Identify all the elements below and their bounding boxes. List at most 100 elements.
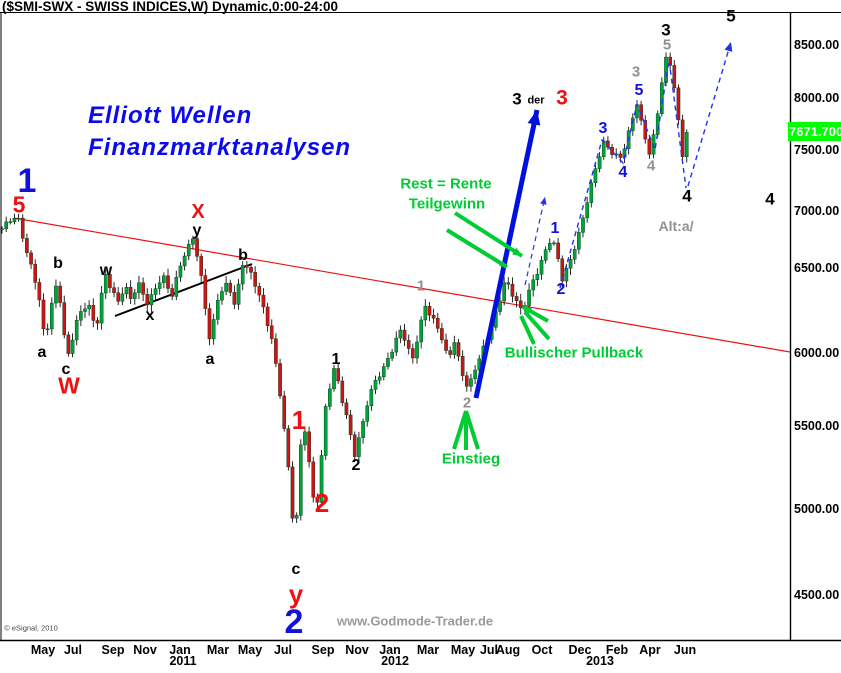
elliott-wave-label: b [53,255,63,272]
annotation-text: www.Godmode-Trader.de [336,613,494,629]
candle-body [0,228,4,230]
year-label: 2011 [169,654,197,668]
candle-body [518,300,523,309]
annotation-text: © eSignal, 2010 [4,623,58,633]
month-label: May [237,643,263,657]
candle-body [240,265,245,285]
candle-body [311,461,316,498]
month-label: Nov [133,643,157,657]
candle-body [29,252,33,265]
candle-body [498,300,502,312]
candle-body [639,104,643,121]
candle-body [199,256,204,276]
annotation-text: Teilgewinn [408,195,486,213]
candle-body [299,444,303,516]
candle-body [448,350,453,355]
candle-body [402,329,407,341]
candle-body [415,341,419,359]
candle-body [220,291,224,301]
annotation-text: Bullischer Pullback [504,344,644,362]
candle-body [174,276,179,297]
candle-body [108,274,112,288]
elliott-wave-label: c [291,561,301,578]
candle-body [647,138,652,155]
candle-body [435,318,440,329]
candle-body [473,369,477,379]
candle-body [684,131,689,157]
candle-body [224,282,228,292]
candle-body [369,389,374,407]
candle-body [593,168,598,184]
candle-body [357,437,361,457]
elliott-wave-label: y [288,579,304,609]
elliott-wave-label: 2 [284,603,304,641]
candle-body [124,287,129,295]
candle-body [348,414,353,436]
candle-body [195,238,199,257]
elliott-wave-label: 2 [462,394,472,412]
elliott-wave-label: 2 [556,281,566,298]
chart-title: ($SMI-SWX - SWISS INDICES,W) Dynamic,0:0… [2,0,339,14]
candle-body [394,337,399,353]
candle-body [556,242,560,259]
annotation-text: 3 [512,89,522,109]
candle-body [145,294,150,306]
candle-body [58,285,62,303]
candle-body [66,334,71,354]
bullischer-pullback-arrow [522,305,549,323]
candle-body [444,339,448,351]
month-label: Sep [311,643,335,657]
candle-body [253,272,257,287]
candle-body [207,308,212,340]
candle-body [265,306,270,326]
candle-body [510,283,515,297]
candle-body [70,339,75,354]
candle-body [564,268,569,282]
month-label: Mar [416,643,440,657]
elliott-wave-label: 2 [351,457,361,474]
candle-body [373,380,378,390]
analyst-watermark: Elliott Wellen Finanzmarktanalysen [88,104,351,160]
thick-blue-impulse-arrow [473,109,541,399]
month-label: Oct [531,643,553,657]
candle-body [676,87,681,121]
candle-body [45,328,50,331]
candle-body [50,302,54,330]
month-label: Apr [639,643,661,657]
price-tick-label: 8000.00 [794,91,840,105]
candle-body [8,221,13,223]
elliott-wave-label: 4 [646,157,656,175]
elliott-wave-label: w [99,262,113,279]
elliott-wave-label: 1 [331,351,341,368]
candle-body [506,282,511,285]
price-tick-label: 7000.00 [794,204,840,218]
price-tick-label: 6000.00 [794,346,840,360]
elliott-wave-label: 3 [598,120,608,137]
annotation-text: der [527,94,545,107]
elliott-wave-label: 5 [726,6,736,26]
price-tick-label: 7500.00 [794,143,840,157]
month-label: Aug [495,643,521,657]
candle-body [95,320,100,324]
candle-body [543,249,548,261]
candle-body [25,238,29,254]
candle-body [54,285,58,304]
candle-body [290,466,295,519]
elliott-wave-label: X [191,201,205,223]
elliott-wave-label: 4 [682,186,692,206]
candle-body [166,275,170,289]
candle-body [191,238,195,245]
candle-body [128,287,133,299]
candle-body [37,282,42,301]
candle-body [79,311,83,321]
candle-body [386,358,390,367]
candle-body [344,402,349,416]
candle-body [390,351,394,359]
price-tick-label: 5500.00 [794,419,840,433]
candle-body [157,282,162,289]
price-tick-label: 6500.00 [794,261,840,275]
candle-body [585,202,589,219]
price-tick-label: 4500.00 [794,588,840,602]
candle-body [33,263,37,283]
